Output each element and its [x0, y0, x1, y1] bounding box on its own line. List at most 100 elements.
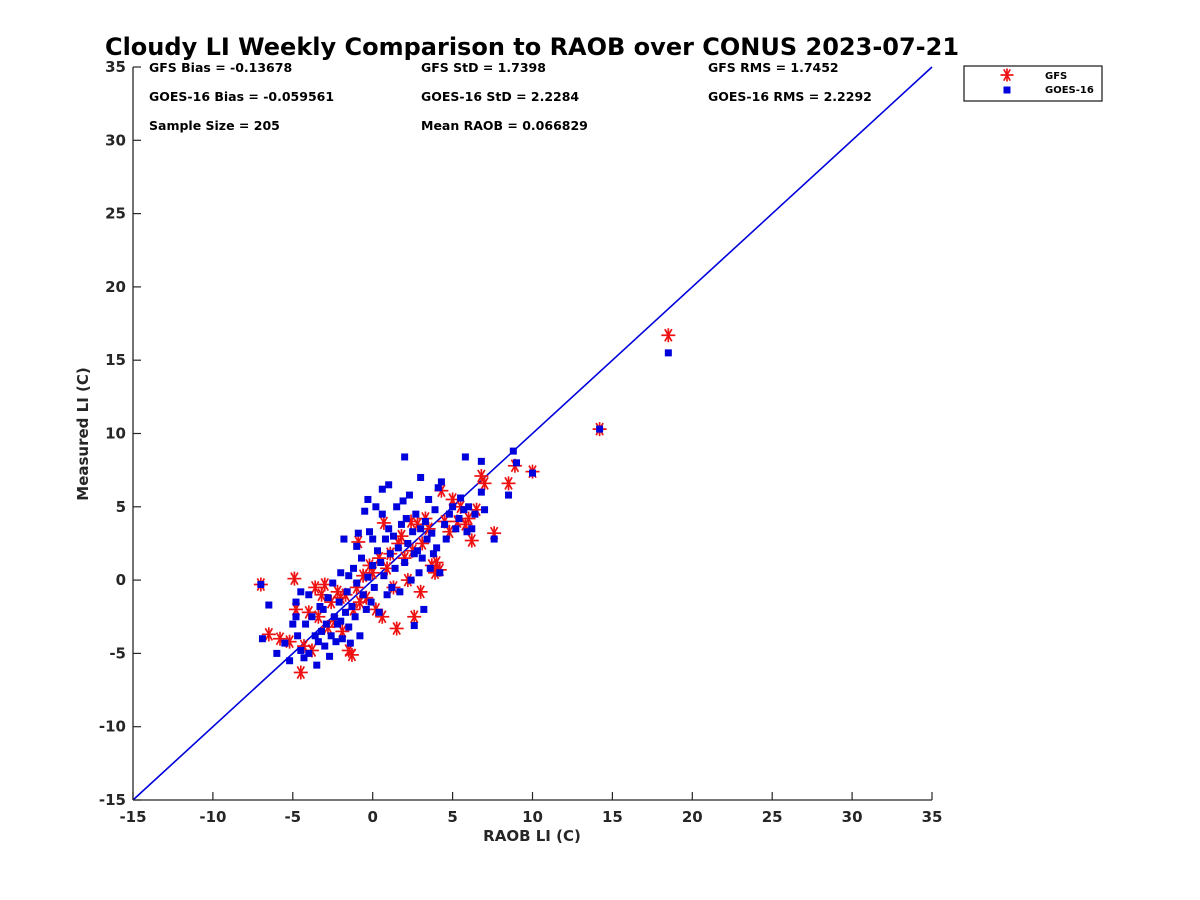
x-tick-label: 25 [762, 808, 783, 826]
stat-annotation: Mean RAOB = 0.066829 [421, 118, 588, 133]
goes-16-point [350, 564, 358, 572]
goes-16-point [418, 554, 426, 562]
gfs-point [344, 647, 359, 662]
goes-16-point [445, 510, 453, 518]
legend: GFS GOES-16 [963, 65, 1103, 102]
goes-16-point [477, 457, 485, 465]
gfs-point [308, 580, 323, 595]
y-tick-label: -5 [109, 644, 126, 662]
goes-16-point [345, 623, 353, 631]
x-tick-label: 15 [602, 808, 623, 826]
goes-16-point [335, 598, 343, 606]
goes-16-point [345, 572, 353, 580]
goes-16-point [401, 559, 409, 567]
goes-16-point [300, 654, 308, 662]
goes-16-point [286, 657, 294, 665]
y-tick-label: -10 [99, 718, 126, 736]
goes-16-point [332, 638, 340, 646]
goes-16-point [425, 495, 433, 503]
goes-16-point [431, 506, 439, 514]
goes-16-point [377, 559, 385, 567]
gfs-point [477, 476, 492, 491]
goes-16-point [362, 605, 370, 613]
goes-16-point [373, 547, 381, 555]
goes-16-point [385, 481, 393, 489]
goes-16-point [442, 535, 450, 543]
goes-16-point [385, 525, 393, 533]
x-tick-label: 0 [367, 808, 377, 826]
gfs-point [661, 328, 676, 343]
legend-gfs-symbol [1000, 68, 1014, 82]
goes-16-point [664, 349, 672, 357]
goes-16-point [342, 608, 350, 616]
goes-16-point [378, 510, 386, 518]
x-ticks: -15 -10 -5 0 5 10 15 20 25 30 35 [119, 792, 942, 826]
goes-16-point [465, 503, 473, 511]
y-tick-label: 5 [116, 498, 126, 516]
goes-16-point [391, 564, 399, 572]
goes-16-point [455, 515, 463, 523]
goes-16-point [318, 627, 326, 635]
goes-16-point [324, 594, 332, 602]
goes-16-point [326, 652, 334, 660]
y-tick-label: -15 [99, 791, 126, 809]
goes-16-point [441, 520, 449, 528]
y-tick-label: 30 [105, 131, 126, 149]
goes-16-point [505, 491, 513, 499]
gfs-point [429, 555, 444, 570]
one-to-one-reference-line [132, 66, 933, 801]
goes-16-point [463, 528, 471, 536]
goes-16-point [437, 478, 445, 486]
gfs-point [464, 533, 479, 548]
x-tick-label: 20 [682, 808, 703, 826]
statistics-annotations: GFS Bias = -0.13678 GFS StD = 1.7398 GFS R… [149, 60, 872, 133]
goes-16-point [436, 569, 444, 577]
goes-16-point [361, 507, 369, 515]
goes-16-point [404, 539, 412, 547]
series-goes-16 [257, 349, 672, 669]
goes-16-point [433, 544, 441, 552]
plot-area: -15 -10 -5 0 5 10 15 20 25 30 35 -15 -10 -5 0 5 10 15 20 2… [99, 58, 943, 826]
stat-annotation: GOES-16 Bias = -0.059561 [149, 89, 334, 104]
goes-16-point [281, 639, 289, 647]
goes-16-point [372, 503, 380, 511]
goes-16-point [273, 649, 281, 657]
stat-annotation: GOES-16 RMS = 2.2292 [708, 89, 872, 104]
y-tick-label: 35 [105, 58, 126, 76]
gfs-point [375, 609, 390, 624]
goes-16-point [378, 485, 386, 493]
goes-16-point [393, 503, 401, 511]
x-tick-label: 30 [842, 808, 863, 826]
y-axis-label: Measured LI (C) [74, 367, 92, 500]
goes-16-point [396, 588, 404, 596]
goes-16-point [417, 473, 425, 481]
legend-gfs-marker [1000, 68, 1014, 82]
goes-16-point [461, 453, 469, 461]
gfs-point [352, 595, 367, 610]
goes-16-point [322, 620, 330, 628]
stat-annotation: GFS Bias = -0.13678 [149, 60, 292, 75]
goes-16-point [375, 608, 383, 616]
stat-annotation: Sample Size = 205 [149, 118, 280, 133]
stat-annotation: GFS RMS = 1.7452 [708, 60, 839, 75]
gfs-point [474, 469, 489, 484]
goes-16-point [356, 632, 364, 640]
goes-16-point [370, 583, 378, 591]
goes-16-point [327, 632, 335, 640]
y-ticks: -15 -10 -5 0 5 10 15 20 25 30 35 [99, 58, 141, 809]
goes-16-point [311, 632, 319, 640]
goes-16-point [353, 542, 361, 550]
legend-goes-16-marker [1003, 86, 1011, 94]
goes-16-point [477, 488, 485, 496]
goes-16-point [471, 510, 479, 518]
goes-16-point [292, 613, 300, 621]
goes-16-point [330, 613, 338, 621]
goes-16-point [343, 588, 351, 596]
goes-16-point [509, 447, 517, 455]
goes-16-point [460, 506, 468, 514]
goes-16-point [265, 601, 273, 609]
series-gfs [253, 328, 676, 680]
goes-16-point [402, 515, 410, 523]
goes-16-point [338, 635, 346, 643]
goes-16-point [389, 532, 397, 540]
